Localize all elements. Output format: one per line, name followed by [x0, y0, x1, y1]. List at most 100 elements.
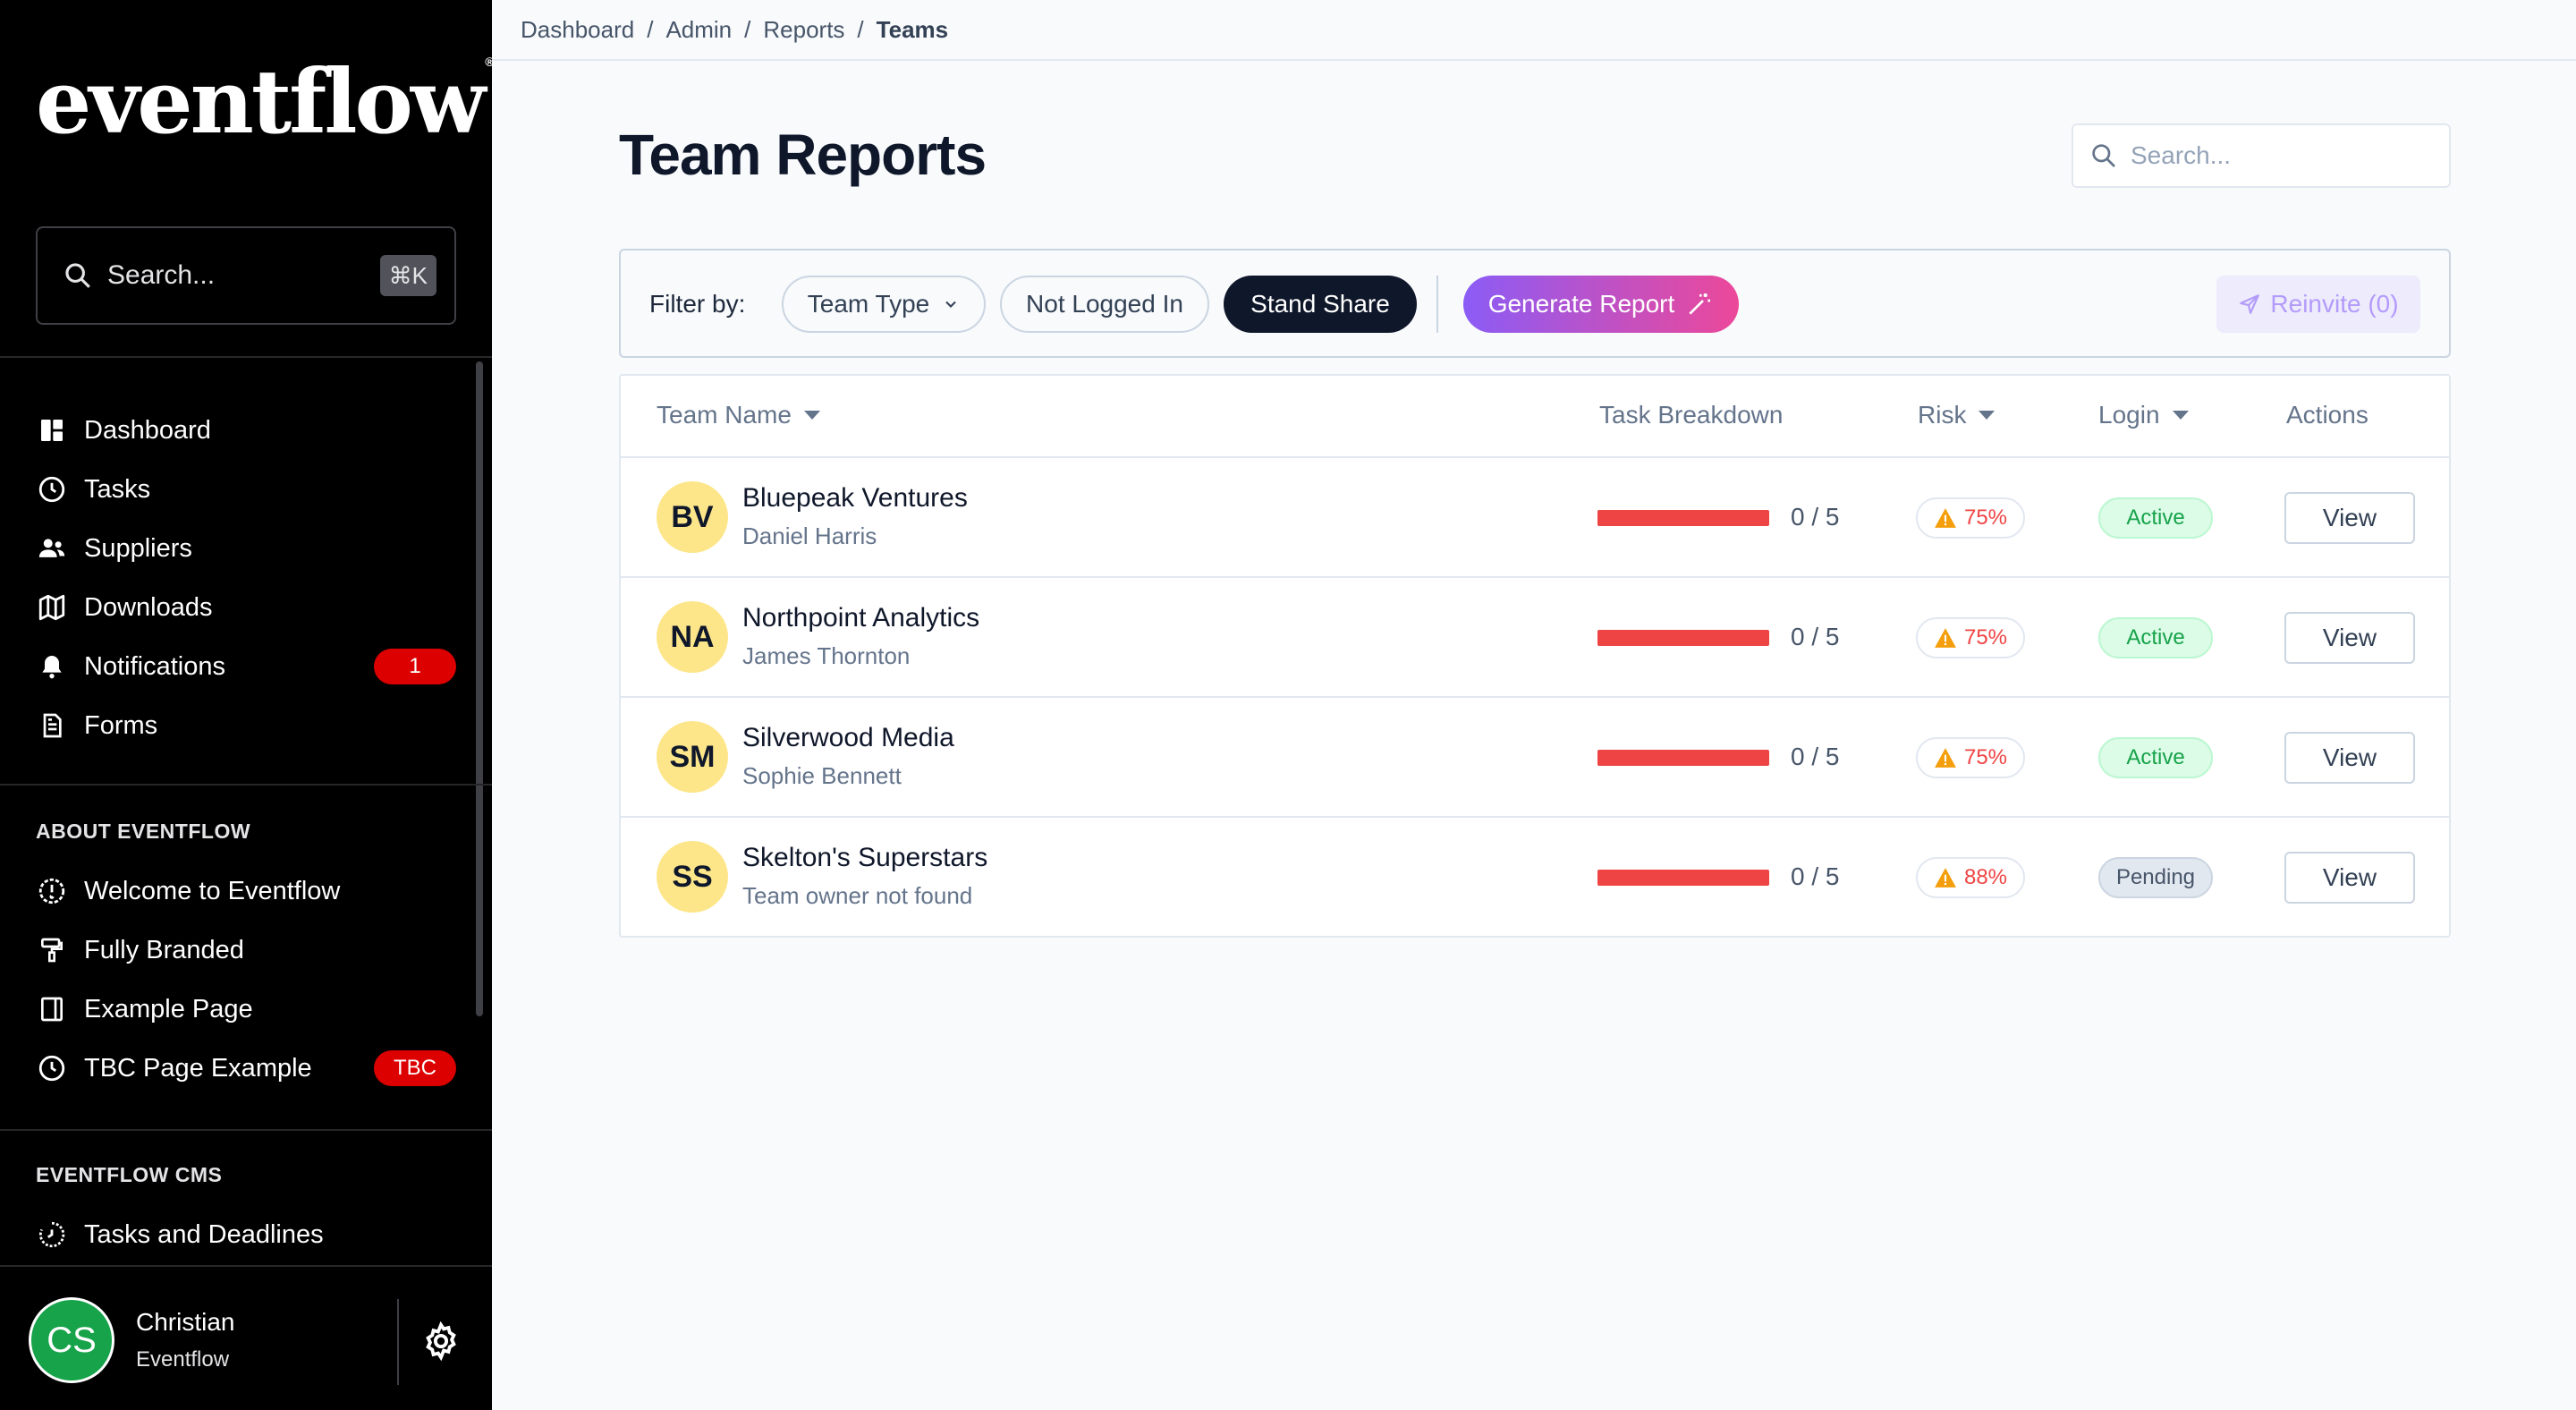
view-button[interactable]: View: [2284, 492, 2415, 544]
cms-nav: Tasks and Deadlines: [36, 1205, 456, 1264]
search-input[interactable]: Search...: [2072, 123, 2451, 188]
user-organization: Eventflow: [136, 1347, 230, 1372]
column-label: Team Name: [657, 401, 792, 429]
user-name: Christian: [136, 1308, 235, 1336]
sidebar-divider: [0, 356, 492, 358]
view-button[interactable]: View: [2284, 732, 2415, 784]
column-header-team-name[interactable]: Team Name: [657, 401, 820, 429]
breadcrumb-admin[interactable]: Admin: [665, 16, 733, 43]
team-name: Silverwood Media: [742, 723, 954, 752]
table-row: BV Bluepeak Ventures Daniel Harris 0 / 5…: [621, 456, 2449, 576]
task-progress-fill: [1597, 510, 1769, 526]
sidebar-item-downloads[interactable]: Downloads: [36, 578, 456, 637]
users-icon: [36, 532, 68, 565]
sort-caret-icon: [2172, 411, 2189, 420]
not-logged-in-filter[interactable]: Not Logged In: [1000, 276, 1209, 333]
task-ratio: 0 / 5: [1791, 862, 1840, 890]
team-avatar: BV: [657, 481, 728, 553]
search-icon: [2092, 144, 2115, 167]
risk-value: 88%: [1963, 865, 2008, 889]
warning-icon: [1935, 748, 1956, 768]
sidebar-item-label: Welcome to Eventflow: [84, 876, 341, 905]
search-shortcut-badge: ⌘K: [379, 255, 436, 296]
sidebar-search-input[interactable]: Search... ⌘K: [36, 226, 456, 325]
team-name: Skelton's Superstars: [742, 843, 988, 872]
top-bar: Dashboard / Admin / Reports / Teams: [492, 0, 2576, 61]
task-ratio: 0 / 5: [1791, 623, 1840, 650]
filter-bar: Filter by: Team Type Not Logged In Stand…: [619, 249, 2451, 358]
breadcrumb-dashboard[interactable]: Dashboard: [521, 16, 635, 43]
breadcrumb-reports[interactable]: Reports: [763, 16, 845, 43]
page-title: Team Reports: [619, 123, 987, 187]
sidebar-item-forms[interactable]: Forms: [36, 696, 456, 755]
dashboard-icon: [36, 414, 68, 446]
team-owner: Team owner not found: [742, 882, 973, 909]
gear-icon[interactable]: [420, 1321, 462, 1362]
sidebar-item-tbc-page-example[interactable]: TBC Page Example TBC: [36, 1039, 456, 1098]
user-bar-divider: [397, 1299, 399, 1385]
sidebar-item-label: Dashboard: [84, 415, 211, 445]
task-progress-fill: [1597, 870, 1769, 886]
sidebar-item-label: Tasks: [84, 474, 151, 504]
sidebar-item-tasks-and-deadlines[interactable]: Tasks and Deadlines: [36, 1205, 456, 1264]
paint-roller-icon: [36, 934, 68, 966]
sidebar-item-notifications[interactable]: Notifications 1: [36, 637, 456, 696]
team-type-dropdown[interactable]: Team Type: [782, 276, 986, 333]
search-placeholder: Search...: [2131, 141, 2232, 169]
filter-label: Filter by:: [649, 290, 746, 318]
task-ratio: 0 / 5: [1791, 503, 1840, 531]
cms-section-title: EVENTFLOW CMS: [36, 1163, 223, 1186]
filter-divider: [1436, 276, 1438, 333]
sidebar-search-placeholder: Search...: [107, 260, 216, 290]
warning-icon: [1935, 628, 1956, 648]
breadcrumb-current: Teams: [876, 16, 949, 43]
view-button[interactable]: View: [2284, 612, 2415, 664]
sidebar-divider: [0, 1129, 492, 1131]
risk-badge: 75%: [1916, 617, 2025, 658]
document-icon: [36, 709, 68, 742]
sidebar-item-suppliers[interactable]: Suppliers: [36, 519, 456, 578]
breadcrumb-separator: /: [744, 16, 751, 43]
task-ratio: 0 / 5: [1791, 743, 1840, 770]
view-button[interactable]: View: [2284, 852, 2415, 904]
team-owner: James Thornton: [742, 642, 911, 669]
reinvite-label: Reinvite (0): [2270, 290, 2399, 318]
sidebar-item-label: TBC Page Example: [84, 1053, 312, 1083]
map-icon: [36, 591, 68, 624]
sidebar-item-label: Suppliers: [84, 533, 192, 563]
clock-icon: [36, 473, 68, 505]
bell-icon: [36, 650, 68, 683]
column-header-login[interactable]: Login: [2098, 401, 2189, 429]
main-nav: Dashboard Tasks Suppliers Downloads Noti…: [36, 401, 456, 755]
sidebar-item-label: Example Page: [84, 994, 253, 1024]
team-owner: Daniel Harris: [742, 522, 877, 549]
sidebar-item-welcome[interactable]: Welcome to Eventflow: [36, 862, 456, 921]
warning-icon: [1935, 508, 1956, 528]
team-avatar: NA: [657, 601, 728, 673]
reinvite-button[interactable]: Reinvite (0): [2216, 276, 2420, 333]
generate-report-button[interactable]: Generate Report: [1463, 276, 1739, 333]
column-header-actions: Actions: [2286, 401, 2368, 429]
sidebar-item-fully-branded[interactable]: Fully Branded: [36, 921, 456, 980]
risk-value: 75%: [1963, 625, 2008, 650]
search-icon: [65, 263, 90, 288]
risk-badge: 75%: [1916, 737, 2025, 778]
column-header-task-breakdown: Task Breakdown: [1599, 401, 1783, 429]
stand-share-filter[interactable]: Stand Share: [1224, 276, 1417, 333]
task-progress-fill: [1597, 630, 1769, 646]
sidebar-item-dashboard[interactable]: Dashboard: [36, 401, 456, 460]
eventflow-logo[interactable]: eventflow ®: [36, 55, 495, 147]
registered-mark: ®: [485, 55, 495, 70]
notification-count-badge: 1: [374, 649, 456, 684]
team-avatar: SS: [657, 841, 728, 913]
team-name: Northpoint Analytics: [742, 603, 980, 633]
risk-value: 75%: [1963, 505, 2008, 530]
sidebar-item-example-page[interactable]: Example Page: [36, 980, 456, 1039]
user-avatar[interactable]: CS: [29, 1297, 114, 1383]
risk-value: 75%: [1963, 745, 2008, 769]
column-header-risk[interactable]: Risk: [1918, 401, 1996, 429]
logo-text: eventflow: [36, 51, 486, 154]
sidebar-scrollbar[interactable]: [476, 361, 483, 1016]
sidebar-item-tasks[interactable]: Tasks: [36, 460, 456, 519]
generate-report-label: Generate Report: [1487, 290, 1675, 318]
